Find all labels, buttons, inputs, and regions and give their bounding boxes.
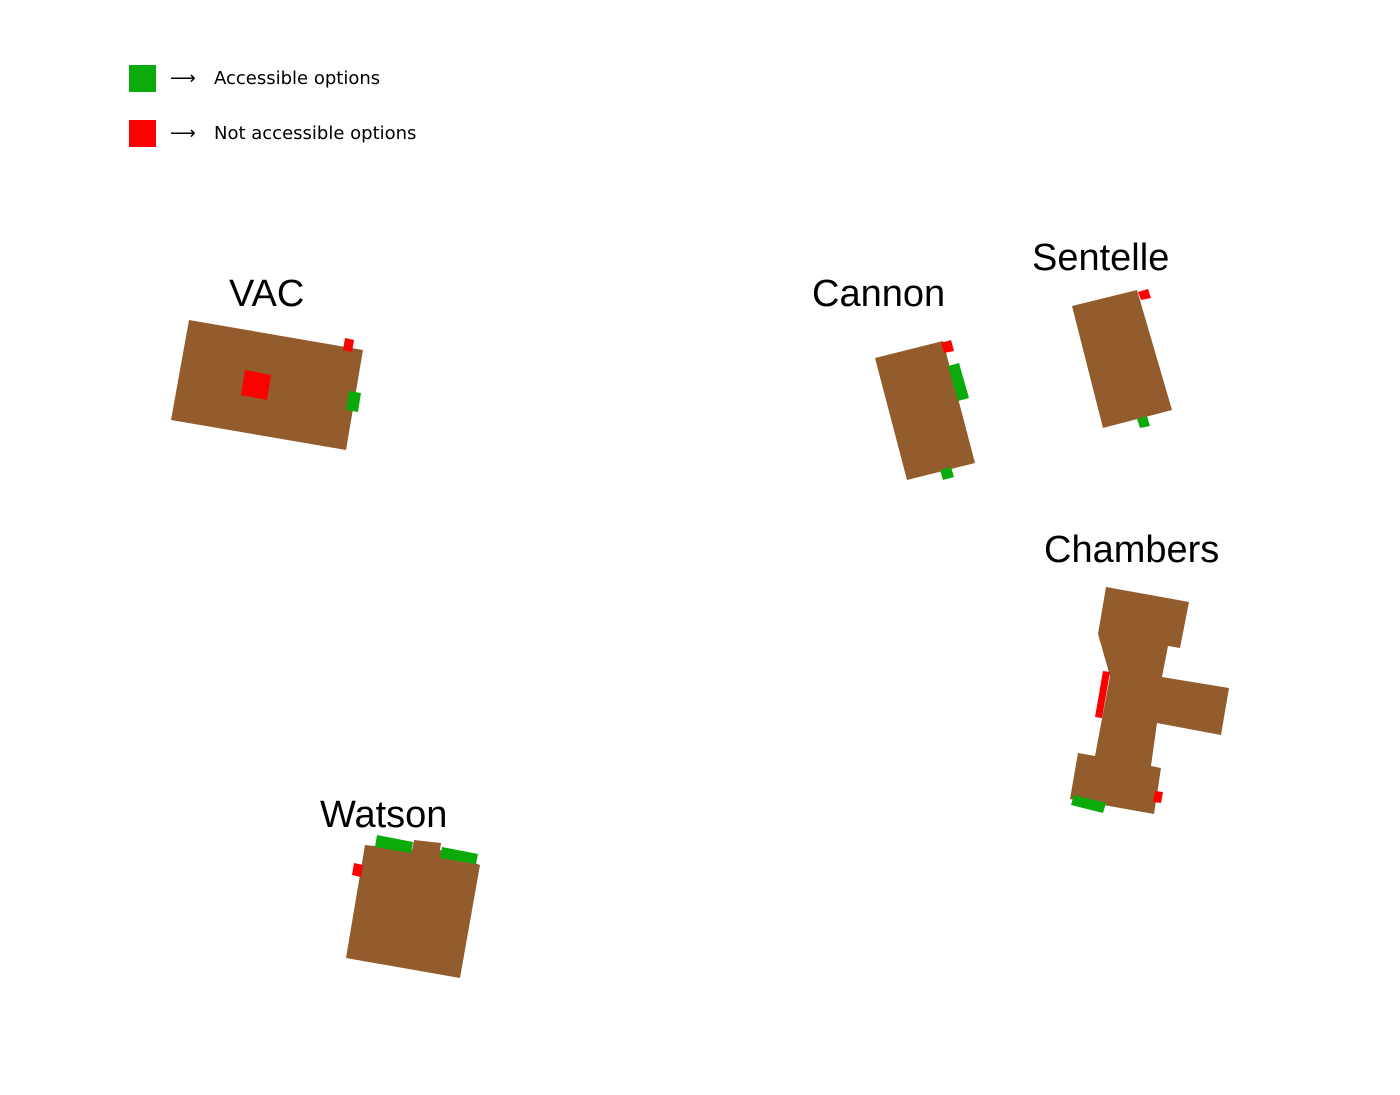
- watson-accessible-entrance-left: [375, 835, 413, 853]
- building-watson: [346, 835, 480, 978]
- legend-item-not-accessible: ⟶ Not accessible options: [129, 120, 416, 147]
- vac-inaccessible-entrance: [343, 338, 354, 352]
- right-arrow-icon: ⟶: [170, 123, 196, 144]
- cannon-accessible-entrance-rear: [940, 467, 954, 480]
- building-chambers: [1070, 587, 1229, 814]
- sentelle-inaccessible-entrance: [1138, 289, 1151, 300]
- legend-item-accessible: ⟶ Accessible options: [129, 65, 380, 92]
- right-arrow-icon: ⟶: [170, 68, 196, 89]
- cannon-inaccessible-entrance: [941, 340, 954, 353]
- building-cannon-footprint: [875, 341, 975, 480]
- building-label-watson: Watson: [320, 794, 448, 836]
- watson-accessible-entrance-right: [440, 847, 478, 864]
- vac-accessible-entrance: [346, 391, 361, 412]
- legend-label-accessible: Accessible options: [214, 68, 381, 89]
- building-label-cannon: Cannon: [812, 273, 946, 315]
- chambers-accessible-entrance: [1071, 795, 1106, 813]
- chambers-inaccessible-entrance-side: [1095, 671, 1110, 718]
- building-vac: [171, 320, 363, 450]
- building-label-vac: VAC: [229, 273, 305, 315]
- building-label-sentelle: Sentelle: [1032, 237, 1170, 279]
- sentelle-accessible-entrance: [1137, 416, 1150, 428]
- building-cannon: [875, 340, 975, 480]
- building-sentelle-footprint: [1072, 290, 1172, 428]
- building-chambers-footprint: [1070, 587, 1229, 814]
- building-sentelle: [1072, 289, 1172, 428]
- building-label-chambers: Chambers: [1044, 529, 1220, 571]
- legend-label-not-accessible: Not accessible options: [214, 123, 417, 144]
- watson-inaccessible-entrance: [352, 863, 363, 877]
- not-accessible-swatch: [129, 120, 156, 147]
- cannon-accessible-entrance-side: [948, 363, 969, 401]
- chambers-inaccessible-entrance-rear: [1153, 791, 1163, 803]
- vac-inaccessible-center-entrance: [241, 370, 271, 400]
- accessible-swatch: [129, 65, 156, 92]
- building-watson-footprint: [346, 840, 480, 978]
